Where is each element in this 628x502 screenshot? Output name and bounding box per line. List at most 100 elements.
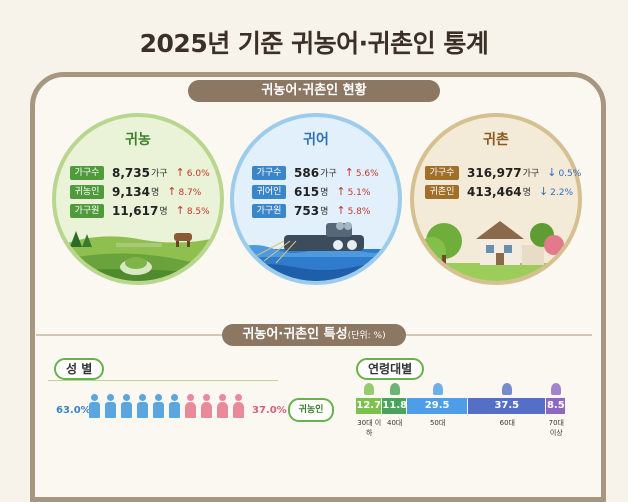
divider-left [36, 334, 222, 336]
arrow-up-icon: ↑ [175, 166, 185, 179]
section-traits-header: 귀농어·귀촌인 특성(단위: %) [222, 324, 406, 346]
farm-row-change-value: 6.0% [186, 169, 210, 179]
male-person-icon [136, 394, 148, 418]
female-person-icon [184, 394, 196, 418]
farm-row-value: 11,617 [112, 203, 159, 218]
farm-row-value: 8,735 [112, 165, 150, 180]
section-traits-unit: (단위: %) [347, 331, 386, 341]
fish-row-unit: 명 [320, 207, 329, 217]
fish-row: 귀어인 615 명 ↑ 5.1% [252, 184, 370, 199]
age-bar-segment: 37.5 [468, 398, 546, 414]
fish-row-value: 586 [294, 165, 320, 180]
male-person-icon [120, 394, 132, 418]
farm-row-change-value: 8.5% [186, 207, 210, 217]
farm-row: 가구원 11,617 명 ↑ 8.5% [70, 203, 210, 218]
village-row-change: ↓ 0.5% [547, 166, 581, 179]
age-bar-label: 70대 이상 [548, 419, 564, 437]
fish-row-unit: 명 [320, 188, 329, 198]
arrow-up-icon: ↑ [336, 204, 346, 217]
age-bar-segment: 11.8 [382, 398, 407, 414]
fish-illustration [234, 222, 398, 281]
farm-row-value: 9,134 [112, 184, 150, 199]
fish-row-value: 615 [294, 184, 320, 199]
farm-row-unit: 명 [150, 188, 160, 198]
age-person-icon [432, 383, 443, 395]
farm-row: 가구수 8,735 가구 ↑ 6.0% [70, 165, 210, 180]
fish-row-change-value: 5.6% [355, 169, 379, 179]
village-row-unit: 명 [522, 188, 531, 198]
section-status-header: 귀농어·귀촌인 현황 [188, 80, 440, 102]
fish-row-tag: 귀어인 [252, 184, 286, 199]
village-row-value: 316,977 [467, 165, 522, 180]
farm-row-change: ↑ 8.7% [167, 185, 201, 198]
arrow-down-icon: ↓ [538, 185, 549, 198]
gender-underline [48, 380, 278, 381]
arrow-down-icon: ↓ [547, 166, 557, 179]
age-label: 연령대별 [356, 358, 425, 380]
female-person-icon [216, 394, 228, 418]
farm-row-tag: 가구수 [70, 165, 104, 180]
age-person-icon [551, 383, 562, 395]
age-bar-segment: 8.5 [546, 398, 566, 414]
gender-label: 성 별 [54, 358, 105, 380]
fish-row-change-value: 5.8% [347, 207, 371, 217]
section-status-title: 귀농어·귀촌인 현황 [261, 83, 367, 98]
arrow-up-icon: ↑ [336, 185, 346, 198]
age-person-icon [389, 383, 400, 395]
village-row-change-value: 0.5% [558, 169, 582, 179]
fish-row: 가구원 753 명 ↑ 5.8% [252, 203, 370, 218]
fish-row-unit: 가구 [320, 169, 337, 179]
age-bar-segment: 29.5 [406, 398, 468, 414]
village-row: 가구수 316,977 가구 ↓ 0.5% [425, 165, 581, 180]
page-title: 2025년 기준 귀농어·귀촌인 통계 [139, 29, 489, 58]
fish-row-change: ↑ 5.6% [345, 166, 379, 179]
fish-row-change-value: 5.1% [347, 188, 371, 198]
village-row-unit: 가구 [522, 169, 540, 179]
village-illustration [414, 221, 578, 281]
village-row: 귀촌인 413,464 명 ↓ 2.2% [425, 184, 573, 199]
male-person-icon [88, 394, 100, 418]
village-header: 귀촌 [483, 132, 509, 148]
age-bar-label: 50대 [429, 419, 446, 427]
fish-header: 귀어 [303, 132, 329, 148]
section-traits-title: 귀농어·귀촌인 특성 [242, 327, 348, 342]
farm-row-change-value: 8.7% [178, 188, 202, 198]
female-percent: 37.0% [252, 405, 287, 416]
fish-row-change: ↑ 5.1% [336, 185, 370, 198]
male-percent: 63.0% [56, 405, 91, 416]
village-row-tag: 가구수 [425, 165, 459, 180]
farm-row: 귀농인 9,134 명 ↑ 8.7% [70, 184, 201, 199]
age-person-icon [502, 383, 513, 395]
village-circle: 귀촌 [410, 113, 582, 285]
age-bar-label: 60대 [499, 419, 515, 427]
fish-row-value: 753 [294, 203, 320, 218]
fish-row-tag: 가구수 [252, 165, 286, 180]
fish-row: 가구수 586 가구 ↑ 5.6% [252, 165, 379, 180]
male-person-icon [152, 394, 164, 418]
farm-row-unit: 명 [159, 207, 168, 217]
arrow-up-icon: ↑ [175, 204, 185, 217]
farm-row-tag: 가구원 [70, 203, 104, 218]
age-bar-segment: 12.7 [356, 398, 382, 414]
female-person-icon [232, 394, 244, 418]
fish-circle: 귀어 [230, 113, 402, 285]
female-person-icon [200, 394, 212, 418]
arrow-up-icon: ↑ [167, 185, 177, 198]
arrow-up-icon: ↑ [344, 166, 354, 179]
fish-row-change: ↑ 5.8% [336, 204, 370, 217]
age-bar-label: 30대 이하 [357, 419, 382, 437]
age-person-icon [364, 383, 375, 395]
badge-returning-farmer: 귀농인 [288, 398, 334, 422]
fish-row-tag: 가구원 [252, 203, 286, 218]
farm-header: 귀농 [125, 132, 151, 148]
village-row-change: ↓ 2.2% [539, 185, 573, 198]
farm-row-change: ↑ 6.0% [176, 166, 210, 179]
farm-circle: 귀농 [52, 113, 224, 285]
farm-row-unit: 가구 [150, 169, 168, 179]
farm-row-change: ↑ 8.5% [176, 204, 210, 217]
divider-right [406, 334, 592, 336]
farm-illustration [56, 231, 220, 281]
farm-row-tag: 귀농인 [70, 184, 104, 199]
male-person-icon [104, 394, 116, 418]
age-bar-label: 40대 [386, 419, 403, 427]
